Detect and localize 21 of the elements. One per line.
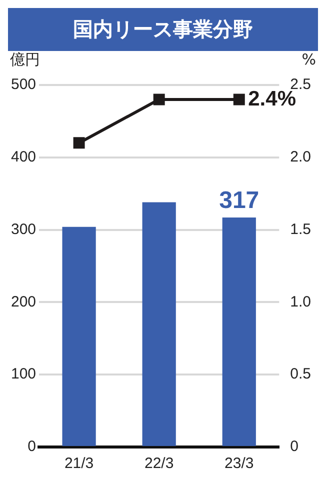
y-tick-label: 500 <box>10 76 36 94</box>
y-tick-label: 0 <box>28 438 36 456</box>
y-tick-label: 100 <box>10 366 36 383</box>
y2-axis-title: % <box>302 50 316 68</box>
bar <box>222 217 256 446</box>
y2-tick-label: 1.5 <box>290 220 312 238</box>
y2-tick-label: 0 <box>290 438 298 456</box>
x-tick-label: 22/3 <box>144 455 174 472</box>
y-tick-label: 400 <box>10 148 36 166</box>
x-tick-label: 23/3 <box>224 455 254 472</box>
bar <box>62 226 96 446</box>
y-axis-title: 億円 <box>10 50 40 68</box>
y2-tick-label: 0.5 <box>290 366 312 383</box>
y-tick-label: 300 <box>10 220 36 238</box>
y2-tick-label: 2.0 <box>290 148 312 166</box>
x-tick-label: 21/3 <box>64 455 94 472</box>
y-tick-label: 200 <box>10 293 36 310</box>
y2-tick-label: 1.0 <box>290 293 312 310</box>
chart-title: 国内リース事業分野 <box>8 8 318 51</box>
data-label: 317 <box>219 187 260 214</box>
bar <box>142 202 176 446</box>
